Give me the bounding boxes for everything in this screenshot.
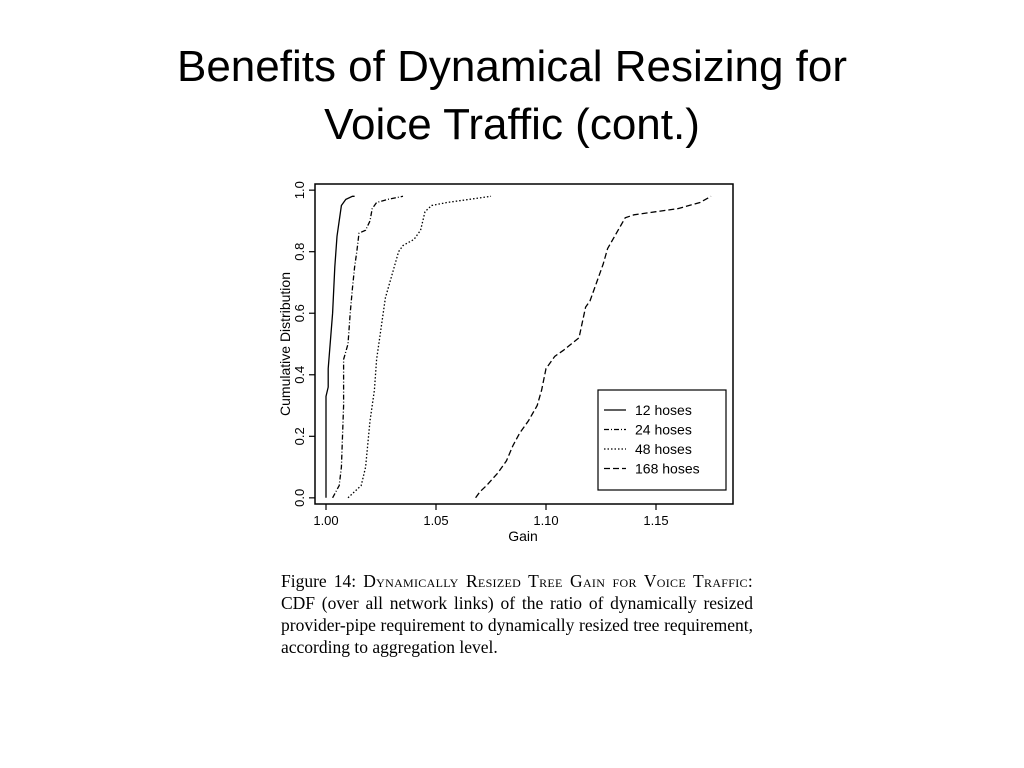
slide-title-line-2: Voice Traffic (cont.) — [324, 100, 700, 149]
x-tick-label: 1.15 — [643, 513, 668, 528]
y-tick-label: 1.0 — [292, 181, 307, 199]
x-tick-label: 1.05 — [423, 513, 448, 528]
caption-body: CDF (over all network links) of the rati… — [281, 593, 753, 657]
y-tick-label: 0.0 — [292, 489, 307, 507]
legend-label: 24 hoses — [635, 422, 692, 438]
y-tick-label: 0.2 — [292, 427, 307, 445]
x-axis-label: Gain — [508, 528, 538, 544]
slide-title: Benefits of Dynamical Resizing for Voice… — [0, 38, 1024, 154]
y-tick-label: 0.6 — [292, 304, 307, 322]
legend-box — [597, 389, 727, 491]
slide-title-line-1: Benefits of Dynamical Resizing for — [176, 42, 848, 91]
series-line-12-hoses — [325, 195, 355, 498]
series-line-48-hoses — [347, 195, 492, 499]
caption-label: Figure 14: — [281, 571, 357, 591]
cdf-chart: 1.00 1.05 1.10 1.15 0.0 0.2 0.4 0.6 0.8 1.0 Gain… — [277, 181, 734, 544]
caption-heading: Dynamically Resized Tree Gain for Voice … — [363, 571, 754, 591]
series-line-168-hoses — [475, 195, 712, 499]
legend-label: 12 hoses — [635, 402, 692, 418]
legend: 12 hoses 24 hoses 48 hoses 168 hoses — [597, 389, 727, 491]
y-axis-label: Cumulative Distribution — [277, 272, 293, 416]
x-tick-label: 1.10 — [533, 513, 558, 528]
legend-label: 168 hoses — [635, 461, 700, 477]
x-axis: 1.00 1.05 1.10 1.15 — [313, 504, 669, 528]
y-axis: 0.0 0.2 0.4 0.6 0.8 1.0 — [292, 181, 315, 507]
series-lines — [325, 195, 712, 499]
legend-label: 48 hoses — [635, 441, 692, 457]
plot-frame — [314, 183, 734, 505]
series-line-24-hoses — [332, 195, 404, 499]
y-tick-label: 0.8 — [292, 243, 307, 261]
x-tick-label: 1.00 — [313, 513, 338, 528]
y-tick-label: 0.4 — [292, 366, 307, 384]
figure-caption: Figure 14: Dynamically Resized Tree Gain… — [281, 570, 753, 658]
